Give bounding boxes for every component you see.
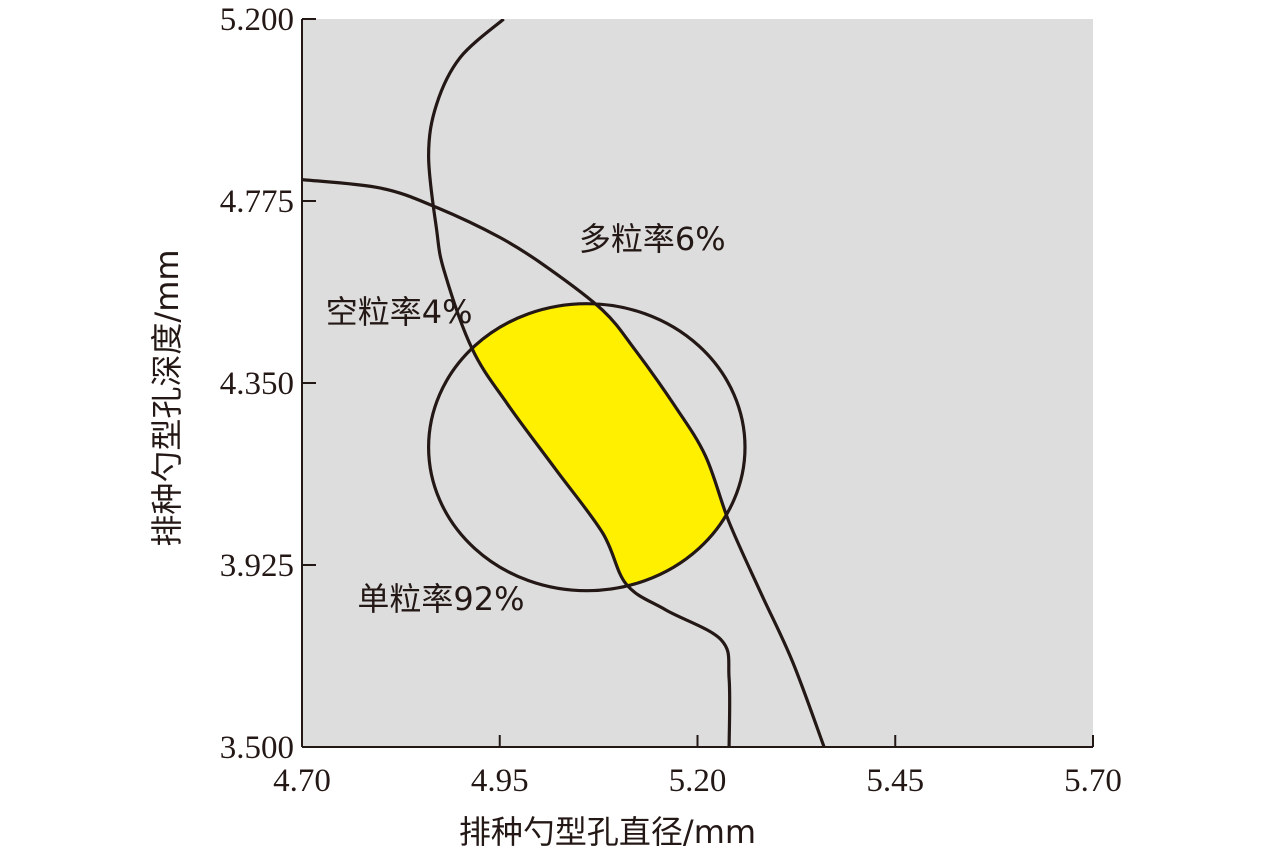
- x-axis-title: 排种勺型孔直径/mm: [459, 813, 756, 851]
- curve-empty-grain-rate: [426, 19, 732, 747]
- curve-single-grain-rate: [426, 302, 747, 593]
- annotations: 多粒率6% 空粒率4% 单粒率92%: [326, 220, 726, 618]
- x-axis-ticks: 4.70 4.95 5.20 5.45 5.70: [273, 735, 1122, 799]
- plot-background: [302, 19, 1093, 747]
- y-tick-label: 4.775: [220, 184, 294, 220]
- curve-label: 空粒率4%: [326, 293, 473, 331]
- y-axis-ticks: 5.200 4.775 4.350 3.925 3.500: [220, 2, 316, 766]
- x-tick-label: 4.70: [273, 763, 331, 799]
- x-tick-label: 4.95: [471, 763, 529, 799]
- y-tick-label: 4.350: [220, 366, 294, 402]
- x-tick-label: 5.70: [1064, 763, 1122, 799]
- curve-label: 多粒率6%: [579, 220, 726, 258]
- curve-multi-grain-rate: [302, 178, 826, 747]
- x-tick-label: 5.20: [669, 763, 727, 799]
- y-tick-label: 3.925: [220, 548, 294, 584]
- curve-label: 单粒率92%: [357, 580, 524, 618]
- y-axis-title: 排种勺型孔深度/mm: [148, 249, 186, 546]
- y-tick-label: 5.200: [220, 2, 294, 38]
- y-tick-label: 3.500: [220, 730, 294, 766]
- x-tick-label: 5.45: [866, 763, 924, 799]
